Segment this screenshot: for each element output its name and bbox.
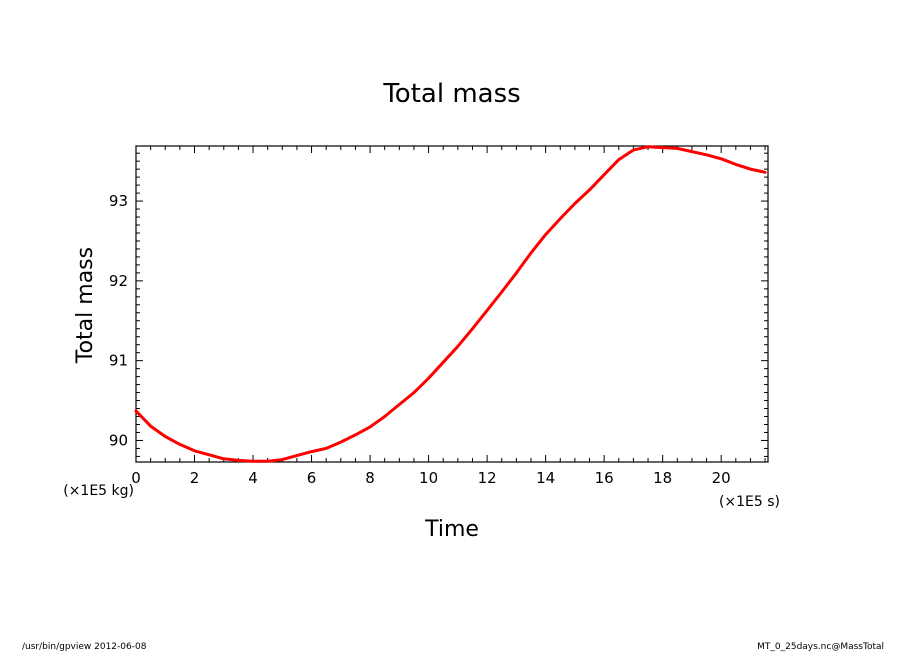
x-tick-label: 10 bbox=[419, 469, 438, 487]
x-tick-label: 8 bbox=[365, 469, 375, 487]
x-tick-label: 12 bbox=[478, 469, 497, 487]
chart-title: Total mass bbox=[382, 79, 520, 109]
y-unit-label: (×1E5 kg) bbox=[63, 483, 134, 499]
footer-command-date: /usr/bin/gpview 2012-06-08 bbox=[22, 642, 147, 652]
x-tick-label: 0 bbox=[131, 469, 141, 487]
x-tick-label: 6 bbox=[307, 469, 317, 487]
y-axis-label: Total mass bbox=[73, 247, 98, 364]
x-tick-label: 4 bbox=[248, 469, 258, 487]
series-line-0 bbox=[134, 145, 767, 463]
y-tick-label: 93 bbox=[109, 192, 128, 210]
x-tick-label: 16 bbox=[595, 469, 614, 487]
x-tick-label: 14 bbox=[536, 469, 555, 487]
x-tick-label: 18 bbox=[653, 469, 672, 487]
footer-source-file: MT_0_25days.nc@MassTotal bbox=[757, 642, 884, 652]
x-tick-label: 2 bbox=[190, 469, 200, 487]
plot-frame bbox=[135, 145, 769, 463]
x-axis-label: Time bbox=[424, 517, 479, 542]
y-tick-label: 91 bbox=[109, 352, 128, 370]
y-tick-label: 92 bbox=[109, 272, 128, 290]
x-unit-label: (×1E5 s) bbox=[719, 494, 780, 510]
x-tick-label: 20 bbox=[712, 469, 731, 487]
y-tick-label: 90 bbox=[109, 431, 128, 449]
